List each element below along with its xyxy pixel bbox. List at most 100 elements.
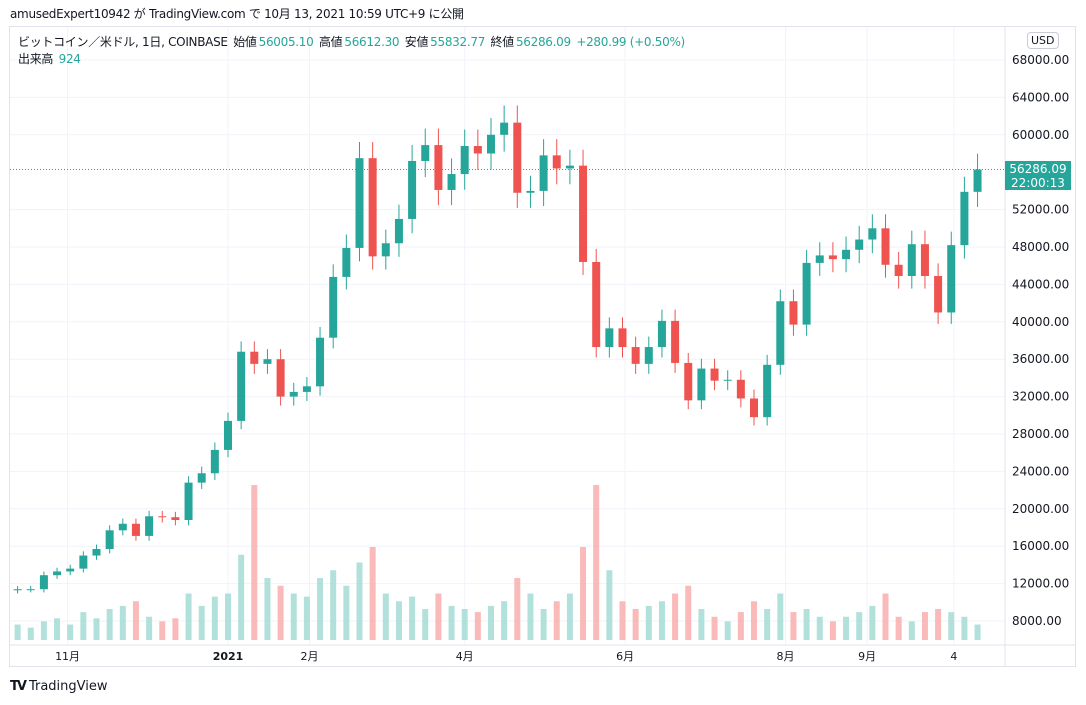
- volume-bar: [264, 578, 271, 640]
- volume-bar: [580, 547, 587, 640]
- candle-body: [184, 482, 193, 521]
- volume-bar: [619, 601, 626, 640]
- candle-body: [723, 379, 732, 381]
- x-tick-label: 6月: [616, 650, 634, 663]
- volume-bar: [106, 609, 113, 640]
- candle-body: [828, 255, 837, 260]
- candle-body: [855, 239, 864, 250]
- volume-bar: [764, 609, 771, 640]
- tradingview-logo[interactable]: TV TradingView: [10, 679, 107, 694]
- candle-body: [197, 473, 206, 483]
- volume-bar: [40, 621, 47, 640]
- candle-body: [671, 320, 680, 363]
- candle-body: [39, 575, 48, 590]
- volume-bar: [645, 605, 652, 640]
- candle-body: [657, 320, 666, 348]
- volume-bar: [488, 605, 494, 640]
- volume-bar: [948, 612, 955, 640]
- y-tick-label: 8000.00: [1012, 614, 1062, 628]
- volume-bar: [593, 485, 600, 640]
- candle-body: [618, 328, 627, 348]
- volume-bar: [553, 601, 560, 640]
- volume-bar: [356, 562, 363, 640]
- volume-bar: [658, 601, 665, 640]
- volume-bar: [395, 601, 402, 640]
- volume-bar: [856, 612, 863, 640]
- volume-bar: [211, 596, 218, 640]
- volume-bar: [737, 612, 744, 640]
- candle-body: [131, 523, 140, 536]
- candle-body: [276, 359, 285, 397]
- candle-body: [53, 571, 62, 576]
- volume-bar: [172, 618, 179, 640]
- volume-bar: [80, 612, 87, 640]
- candle-body: [473, 146, 482, 154]
- volume-bar: [343, 585, 350, 640]
- volume-bar: [303, 596, 310, 640]
- candle-body: [434, 145, 443, 190]
- candle-body: [66, 568, 75, 572]
- volume-bar: [829, 621, 836, 640]
- publish-info: amusedExpert10942 が TradingView.com で 10…: [10, 7, 464, 21]
- volume-bar: [672, 593, 679, 640]
- candle-body: [644, 347, 653, 364]
- candle-body: [526, 190, 535, 193]
- candle-body: [842, 249, 851, 260]
- candle-body: [408, 160, 417, 219]
- x-tick-label: 4月: [456, 650, 474, 663]
- y-tick-label: 64000.00: [1012, 90, 1069, 104]
- y-tick-label: 28000.00: [1012, 427, 1069, 441]
- y-tick-label: 44000.00: [1012, 277, 1069, 291]
- candle-body: [592, 261, 601, 348]
- open-value: 56005.10: [258, 35, 314, 49]
- candle-body: [368, 158, 377, 257]
- volume-bar: [698, 609, 705, 640]
- volume-label[interactable]: 出来高: [18, 52, 54, 66]
- volume-bar: [277, 585, 284, 640]
- high-value: 56612.30: [344, 35, 400, 49]
- volume-bar: [711, 616, 718, 640]
- volume-bar: [93, 618, 100, 640]
- volume-bar: [238, 554, 245, 640]
- currency-button[interactable]: USD: [1027, 32, 1059, 49]
- y-tick-label: 36000.00: [1012, 352, 1069, 366]
- candle-body: [118, 523, 127, 531]
- close-label: 終値: [490, 35, 515, 49]
- volume-bar: [198, 605, 205, 640]
- volume-bar: [540, 609, 547, 640]
- candle-body: [394, 218, 403, 244]
- candle-body: [302, 386, 311, 392]
- close-value: 56286.09: [515, 35, 571, 49]
- volume-bar: [474, 612, 481, 640]
- volume-bar: [816, 616, 823, 640]
- candle-body: [105, 530, 114, 550]
- candle-body: [210, 449, 219, 474]
- volume-bar: [527, 593, 534, 640]
- y-tick-label: 12000.00: [1012, 577, 1069, 591]
- y-tick-label: 32000.00: [1012, 390, 1069, 404]
- candle-body: [605, 328, 614, 348]
- candle-body: [421, 145, 430, 161]
- candle-body: [289, 391, 298, 397]
- candle-body: [750, 398, 758, 418]
- volume-bar: [882, 593, 889, 640]
- volume-bar: [448, 605, 455, 640]
- candle-body: [316, 337, 325, 387]
- candle-body: [342, 247, 351, 277]
- x-tick-label: 9月: [858, 650, 876, 663]
- candle-body: [868, 228, 877, 240]
- volume-bar: [146, 616, 153, 640]
- bar-countdown: 22:00:13: [1011, 176, 1065, 190]
- x-tick-label: 2月: [301, 650, 319, 663]
- volume-bar: [501, 601, 508, 640]
- candle-body: [355, 158, 364, 248]
- volume-bar: [54, 618, 61, 640]
- candle-body: [145, 516, 154, 536]
- volume-bar: [132, 601, 139, 640]
- candle-body: [552, 155, 561, 169]
- volume-bar: [330, 570, 337, 640]
- candle-body: [815, 255, 824, 263]
- symbol-title[interactable]: ビットコイン／米ドル, 1日, COINBASE: [18, 35, 228, 49]
- volume-bar: [790, 612, 797, 640]
